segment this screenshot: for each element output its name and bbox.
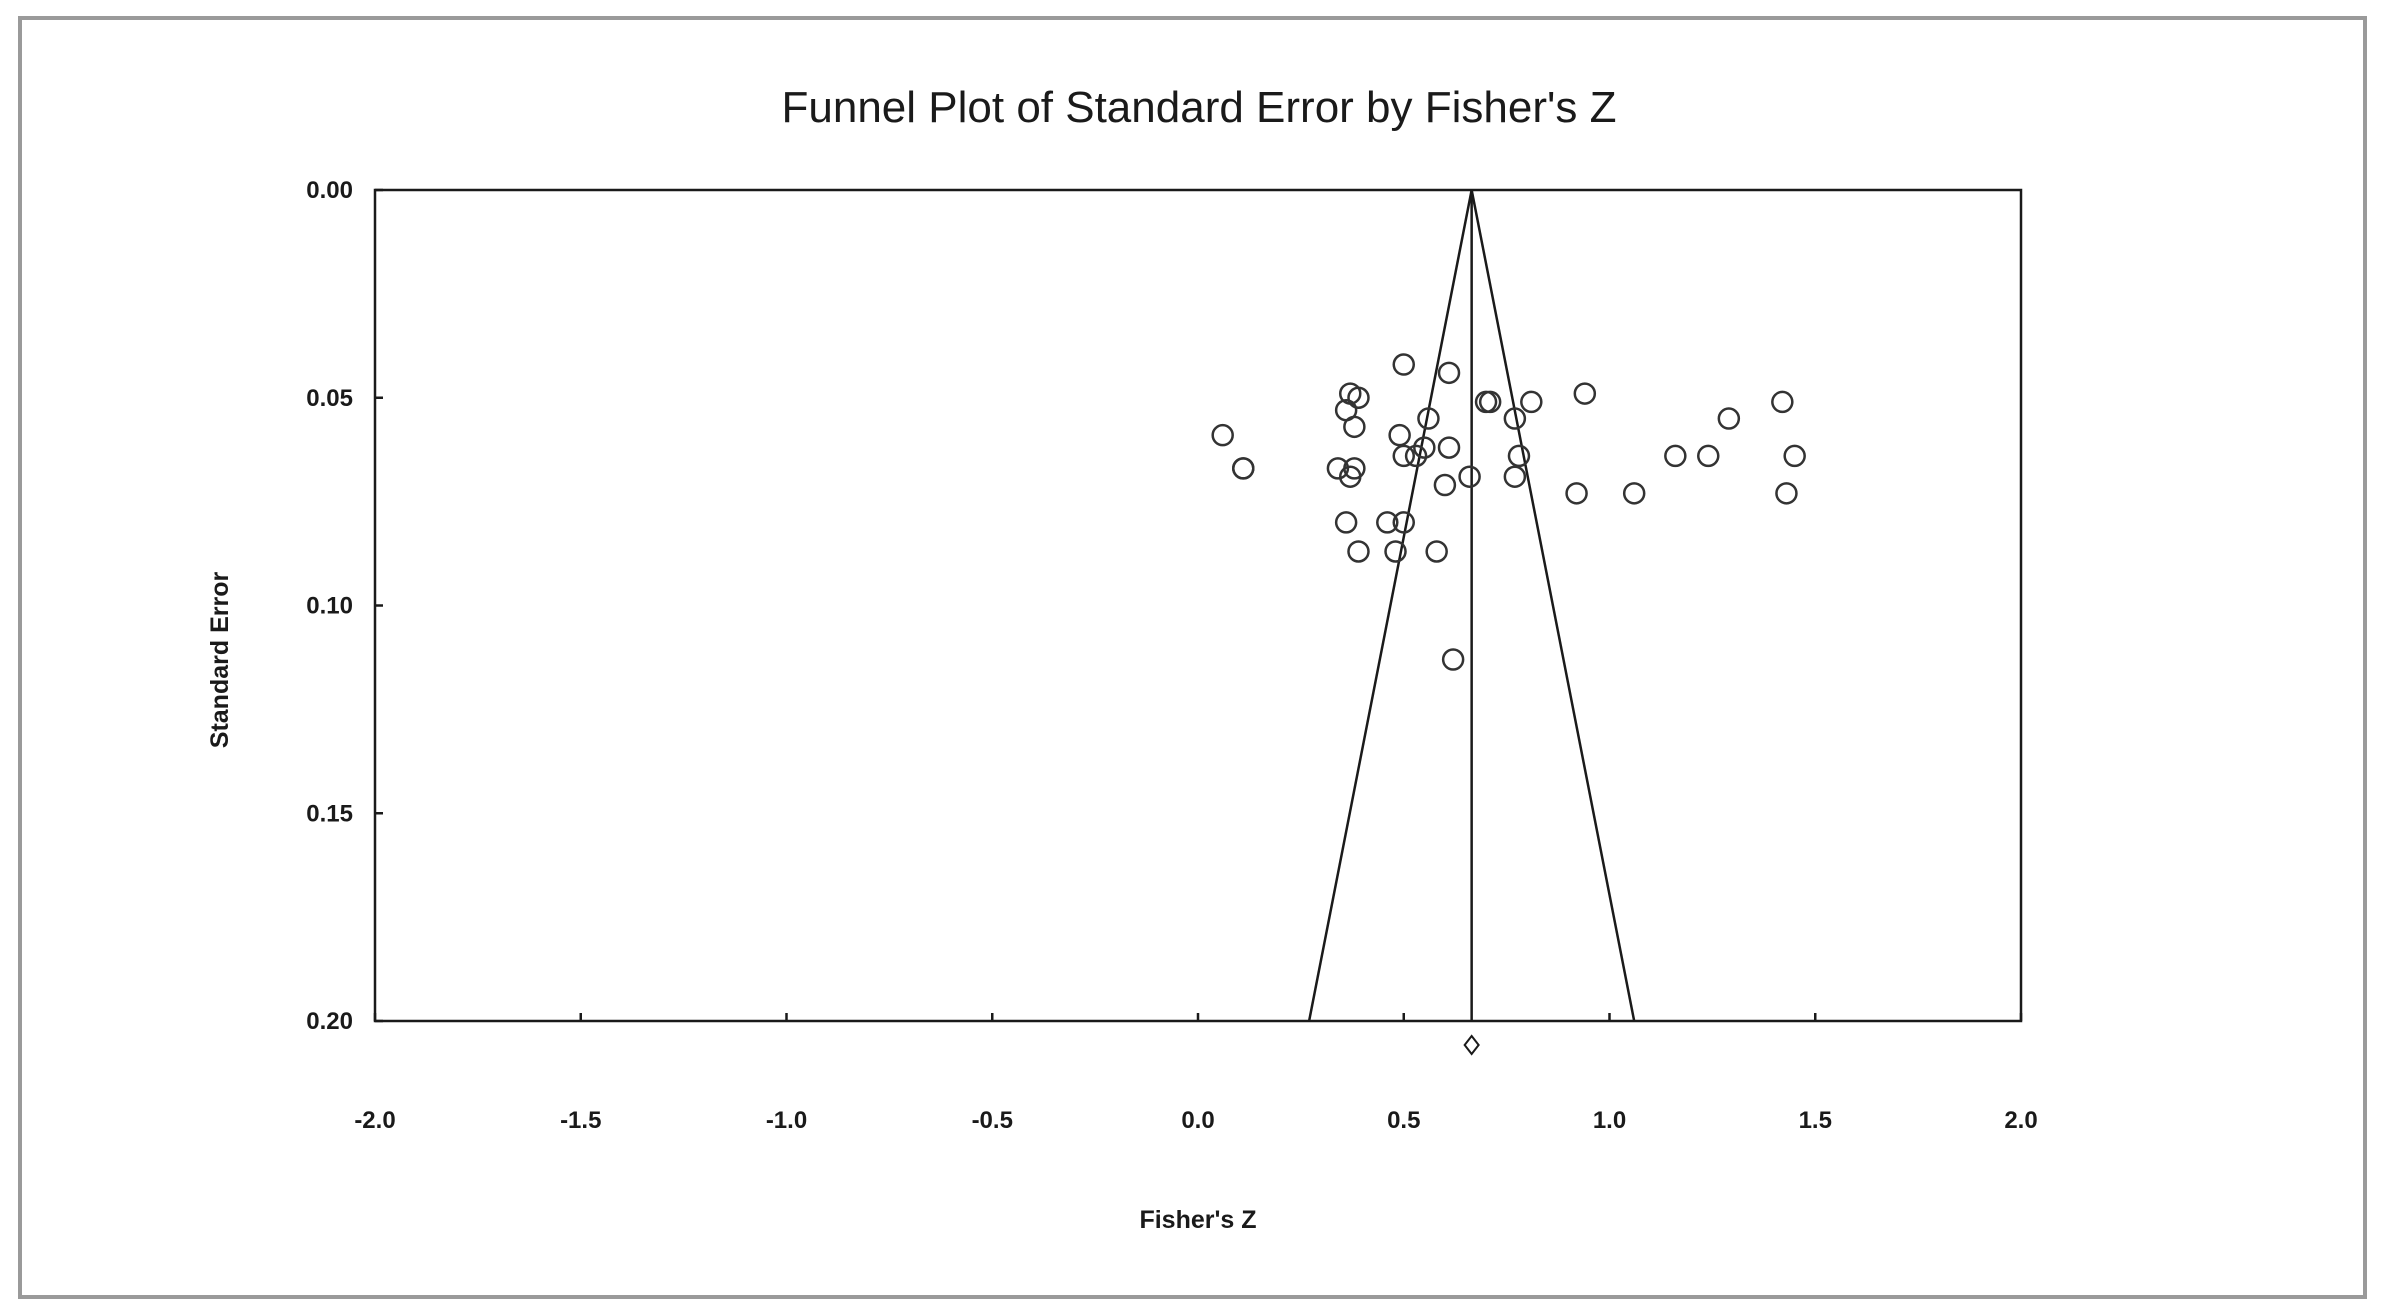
data-point [1520, 390, 1543, 414]
x-tick-label: -1.0 [766, 1107, 807, 1134]
y-tick-label: 0.00 [306, 177, 353, 204]
funnel-layer [1307, 189, 1636, 1056]
x-tick-label: 0.0 [1181, 1107, 1214, 1134]
data-point [1343, 415, 1366, 439]
funnel-left-line [1307, 189, 1473, 1022]
x-tick-label: -2.0 [354, 1107, 395, 1134]
data-point [1478, 390, 1502, 414]
data-point [1775, 482, 1798, 505]
y-tick-label: 0.15 [306, 800, 353, 827]
data-point [1507, 444, 1531, 468]
points-layer [1211, 353, 1806, 671]
data-point [1347, 386, 1370, 409]
data-point [1384, 540, 1407, 563]
data-point [1437, 361, 1461, 385]
data-point [1503, 465, 1527, 488]
data-point [1376, 511, 1399, 534]
data-point [1565, 482, 1588, 505]
funnel-right-line [1470, 189, 1636, 1022]
y-axis: 0.00 0.05 0.10 0.15 0.20 [306, 177, 383, 1035]
data-point [1334, 511, 1358, 534]
data-point [1697, 444, 1720, 468]
data-point [1343, 457, 1366, 480]
data-point [1433, 473, 1457, 497]
data-point [1458, 465, 1481, 488]
data-point [1664, 444, 1687, 468]
data-point [1783, 444, 1806, 468]
data-point [1771, 390, 1794, 414]
data-point [1417, 407, 1440, 430]
data-point [1425, 540, 1448, 563]
data-point [1437, 436, 1461, 459]
x-axis-label: Fisher's Z [1139, 1206, 1256, 1234]
x-tick-label: -0.5 [972, 1107, 1013, 1134]
x-tick-label: 0.5 [1387, 1107, 1420, 1134]
data-point [1441, 648, 1465, 671]
plot-area [373, 188, 2023, 1023]
data-point [1392, 444, 1415, 468]
data-point [1347, 540, 1370, 563]
data-point [1573, 382, 1597, 405]
y-tick-label: 0.10 [306, 593, 353, 620]
data-point [1503, 407, 1527, 430]
data-point [1388, 423, 1411, 447]
x-tick-label: 2.0 [2004, 1107, 2037, 1134]
data-point [1392, 511, 1415, 534]
x-tick-label: 1.0 [1593, 1107, 1626, 1134]
data-point [1232, 457, 1255, 480]
data-point [1326, 457, 1350, 480]
y-tick-label: 0.20 [306, 1008, 353, 1035]
summary-diamond [1463, 1034, 1480, 1056]
data-point [1404, 444, 1428, 468]
chart-title: Funnel Plot of Standard Error by Fisher'… [782, 83, 1617, 132]
x-tick-label: 1.5 [1799, 1107, 1832, 1134]
chart-frame [18, 16, 2367, 1299]
data-point [1413, 436, 1436, 459]
x-axis: -2.0 -1.5 -1.0 -0.5 0.0 0.5 1.0 1.5 2.0 [354, 1013, 2038, 1134]
data-point [1392, 353, 1415, 376]
y-tick-label: 0.05 [306, 385, 353, 412]
data-point [1622, 482, 1646, 505]
data-point [1717, 407, 1741, 430]
x-tick-label: -1.5 [560, 1107, 601, 1134]
data-point [1211, 423, 1234, 447]
y-axis-label: Standard Error [206, 572, 234, 749]
